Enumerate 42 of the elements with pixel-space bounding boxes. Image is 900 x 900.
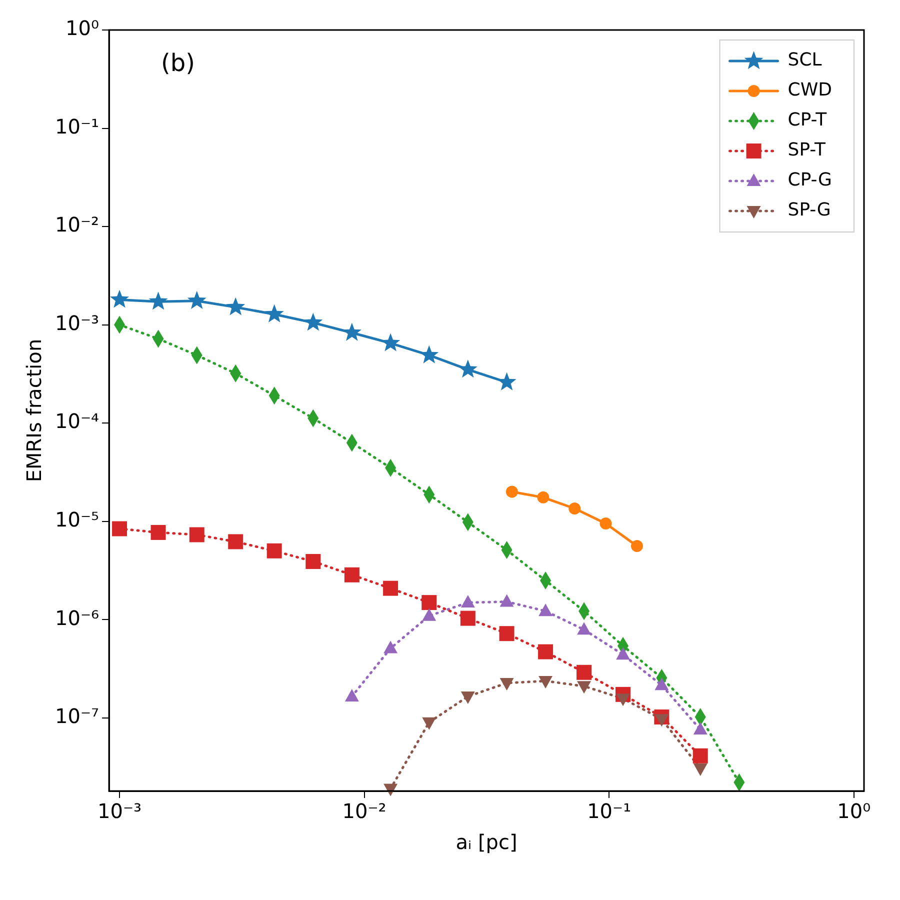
point — [576, 664, 592, 680]
y-tick-label: 10⁰ — [66, 16, 100, 40]
legend-label: SP-G — [788, 200, 831, 221]
point — [110, 290, 130, 308]
point — [692, 748, 708, 764]
y-tick-label: 10⁻² — [54, 212, 100, 237]
point — [148, 292, 168, 310]
point — [226, 297, 246, 316]
y-tick-label: 10⁻⁴ — [54, 409, 100, 434]
x-tick-label: 10⁻¹ — [587, 799, 632, 824]
x-axis-title: aᵢ [pc] — [456, 830, 518, 854]
point — [189, 527, 204, 542]
legend-label: SP-T — [788, 140, 826, 161]
point — [344, 567, 360, 582]
point — [266, 543, 282, 558]
point — [383, 580, 398, 596]
point — [264, 304, 284, 322]
point — [538, 644, 554, 660]
x-tick-label: 10⁻³ — [98, 799, 142, 824]
y-tick-label: 10⁻¹ — [54, 114, 100, 138]
point — [228, 534, 244, 550]
x-tick-label: 10⁻² — [342, 799, 386, 824]
legend-label: CP-T — [788, 110, 828, 131]
annotation: (b) — [161, 49, 195, 78]
y-tick-label: 10⁻⁶ — [54, 606, 100, 630]
point — [187, 290, 206, 309]
x-tick-label: 10⁰ — [837, 799, 871, 824]
y-axis-title: EMRIs fraction — [22, 338, 46, 482]
point — [422, 595, 437, 610]
legend-label: CP-G — [788, 170, 832, 191]
point — [304, 312, 323, 331]
point — [499, 626, 514, 642]
y-tick-label: 10⁻⁵ — [54, 508, 100, 532]
point — [306, 554, 321, 569]
point — [150, 524, 166, 540]
point — [458, 360, 478, 378]
point — [460, 610, 476, 626]
legend-label: SCL — [788, 50, 822, 71]
point — [112, 521, 128, 536]
y-tick-label: 10⁻⁷ — [54, 704, 100, 728]
y-tick-label: 10⁻³ — [54, 310, 100, 335]
legend-label: CWD — [788, 80, 832, 101]
